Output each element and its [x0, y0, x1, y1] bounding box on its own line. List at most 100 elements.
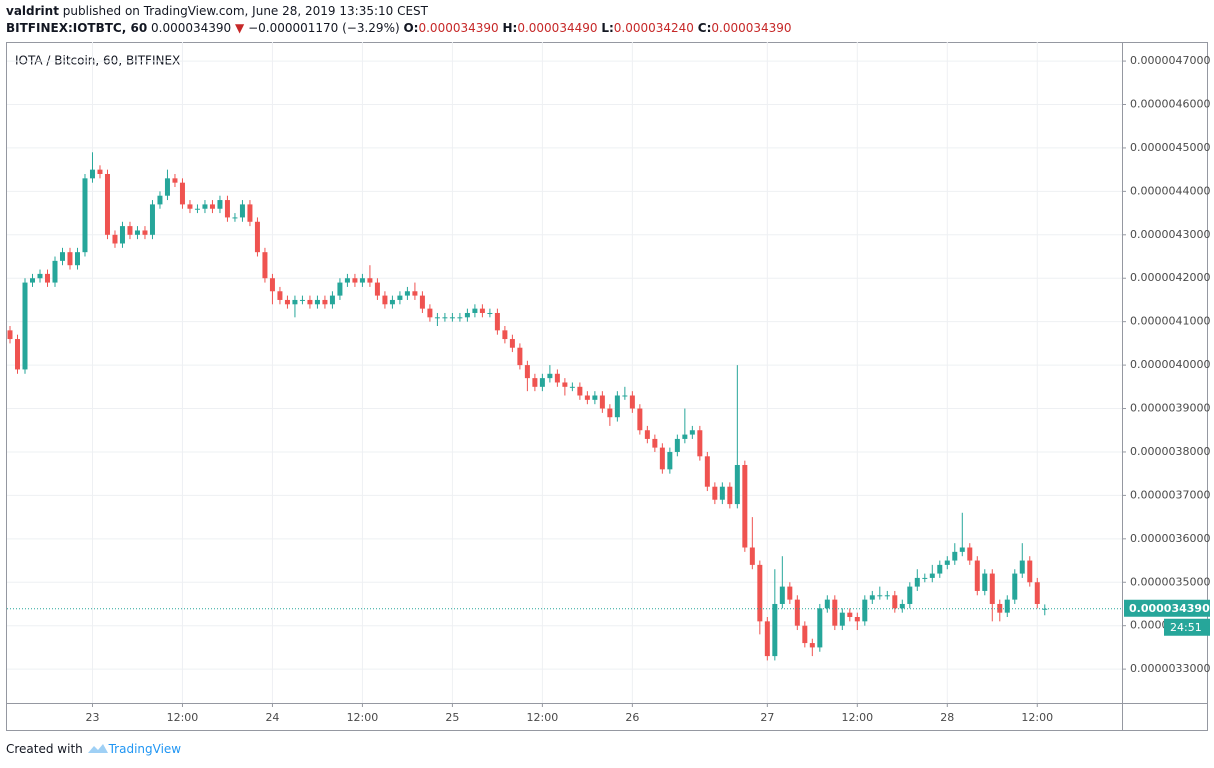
- candle-body: [52, 260, 58, 283]
- publish-info: published on TradingView.com, June 28, 2…: [62, 4, 428, 18]
- x-tick-label: 23: [85, 711, 99, 724]
- candle-body: [262, 252, 268, 279]
- candle-body: [224, 200, 230, 218]
- candle-body: [434, 317, 440, 319]
- candle-body: [337, 282, 343, 296]
- candle-body: [989, 573, 995, 604]
- y-tick-label: 0.0000035000: [1130, 575, 1210, 588]
- symbol: BITFINEX:IOTBTC, 60: [6, 21, 148, 35]
- candle-body: [1012, 573, 1018, 600]
- candle-body: [382, 295, 388, 305]
- candle-body: [944, 560, 950, 565]
- candle-body: [127, 226, 133, 235]
- candle-body: [562, 382, 568, 387]
- price-tag-label: 0.000034390: [1129, 602, 1210, 615]
- candle-body: [389, 299, 395, 305]
- candle-body: [764, 621, 770, 657]
- candle-body: [449, 317, 455, 319]
- candle-body: [112, 234, 118, 244]
- candle-body: [659, 447, 665, 470]
- o-value: 0.000034390: [418, 21, 499, 35]
- candle-body: [607, 408, 613, 418]
- candle-body: [1019, 560, 1025, 574]
- candle-body: [959, 547, 965, 552]
- candle-body: [104, 173, 110, 235]
- candle-body: [854, 617, 860, 622]
- candle-body: [667, 451, 673, 470]
- candle-body: [157, 195, 163, 205]
- candle-body: [149, 204, 155, 235]
- candle-body: [1034, 582, 1040, 604]
- y-tick-label: 0.0000045000: [1130, 141, 1210, 154]
- candle-body: [67, 252, 73, 266]
- candle-body: [14, 339, 20, 370]
- candle-body: [307, 299, 313, 305]
- candle-body: [877, 595, 883, 597]
- y-tick-label: 0.0000038000: [1130, 445, 1210, 458]
- publish-line: valdrint published on TradingView.com, J…: [6, 4, 428, 18]
- user[interactable]: valdrint: [6, 4, 59, 18]
- candle-body: [217, 200, 223, 209]
- candle-body: [689, 430, 695, 435]
- created-with: Created with: [6, 742, 83, 756]
- candle-body: [554, 373, 560, 383]
- c-label: C:: [697, 21, 712, 35]
- x-tick-label: 26: [625, 711, 639, 724]
- candle-body: [134, 230, 140, 235]
- candle-body: [89, 169, 95, 179]
- candle-body: [74, 252, 80, 266]
- candle-body: [524, 365, 530, 379]
- candle-body: [412, 291, 418, 296]
- candle-body: [442, 317, 448, 319]
- candle-body: [569, 386, 575, 388]
- x-tick-label: 27: [760, 711, 774, 724]
- candle-body: [292, 299, 298, 305]
- y-tick-label: 0.0000037000: [1130, 488, 1210, 501]
- candle-body: [592, 395, 598, 400]
- candle-body: [869, 595, 875, 600]
- y-tick-label: 0.0000041000: [1130, 315, 1210, 328]
- candle-body: [22, 282, 28, 370]
- candle-body: [629, 395, 635, 409]
- candle-body: [502, 330, 508, 340]
- candle-body: [247, 204, 253, 222]
- footer: Created with TradingView: [6, 742, 181, 756]
- candle-body: [239, 204, 245, 218]
- h-value: 0.000034490: [517, 21, 598, 35]
- candle-body: [719, 486, 725, 500]
- candle-body: [314, 299, 320, 305]
- candle-body: [299, 299, 305, 301]
- candle-body: [209, 204, 215, 209]
- candle-body: [82, 178, 88, 253]
- h-label: H:: [502, 21, 518, 35]
- chart: IOTA / Bitcoin, 60, BITFINEX 0.000003300…: [6, 42, 1210, 731]
- frame: [6, 42, 1208, 731]
- y-tick-label: 0.0000046000: [1130, 98, 1210, 111]
- candle-body: [929, 573, 935, 578]
- x-tick-label: 28: [940, 711, 954, 724]
- y-tick-label: 0.0000040000: [1130, 358, 1210, 371]
- candle-body: [329, 295, 335, 305]
- candle-body: [742, 464, 748, 548]
- candle-body: [914, 577, 920, 587]
- candle-body: [269, 278, 275, 292]
- candle-body: [832, 599, 838, 626]
- candle-body: [974, 560, 980, 591]
- candle-body: [352, 278, 358, 283]
- candle-body: [532, 378, 538, 387]
- candle-body: [644, 430, 650, 439]
- candle-body: [839, 612, 845, 626]
- candle-body: [322, 299, 328, 305]
- c-value: 0.000034390: [711, 21, 792, 35]
- candle-body: [277, 291, 283, 300]
- legend-title: IOTA / Bitcoin, 60, BITFINEX: [15, 54, 180, 68]
- candle-body: [539, 378, 545, 387]
- candle-body: [982, 573, 988, 591]
- l-value: 0.000034240: [613, 21, 694, 35]
- brand[interactable]: TradingView: [108, 742, 182, 756]
- candle-body: [907, 586, 913, 604]
- y-tick-label: 0.0000043000: [1130, 228, 1210, 241]
- candle-body: [809, 643, 815, 648]
- candle-body: [344, 278, 350, 283]
